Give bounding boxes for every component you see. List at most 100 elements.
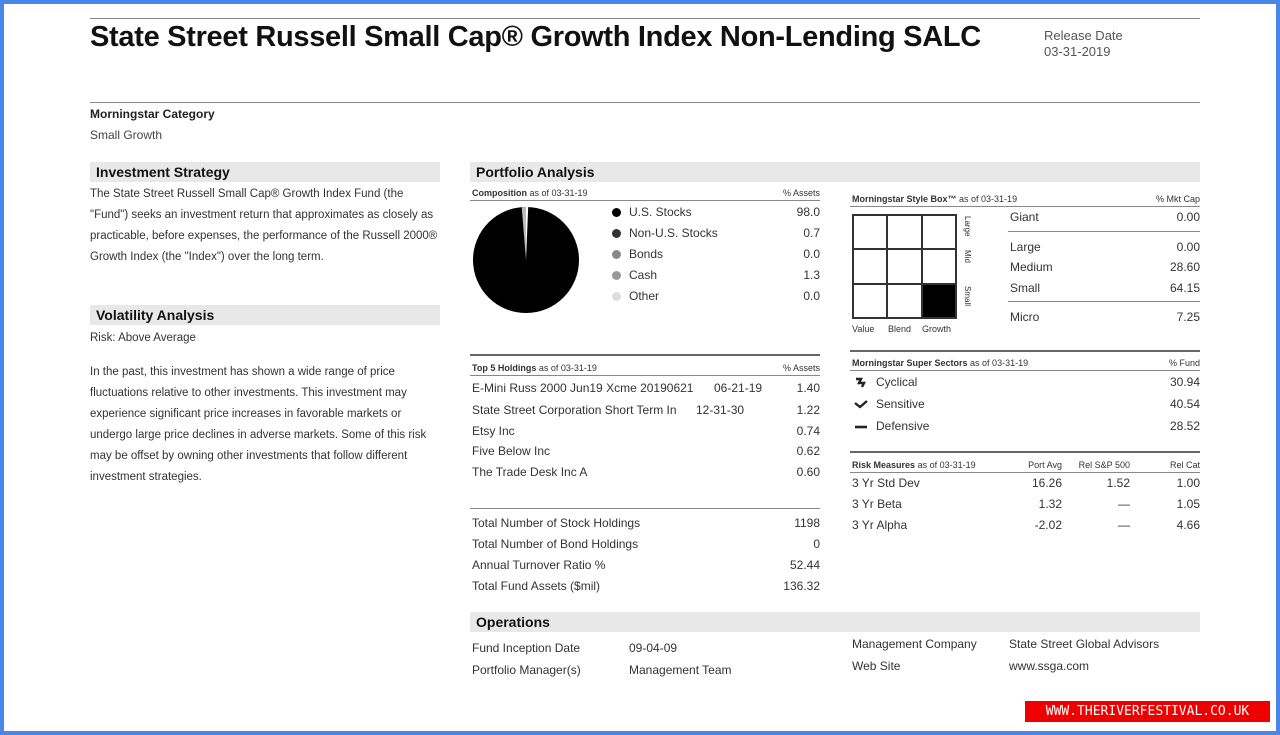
cap-name: Large [1010, 240, 1041, 254]
total-label: Total Number of Stock Holdings [472, 516, 641, 530]
style-cell-small-blend [887, 283, 922, 318]
investment-strategy-text: The State Street Russell Small Cap® Grow… [90, 188, 438, 263]
composition-dot-icon [612, 208, 621, 218]
style-x-label-value: Value [852, 324, 875, 334]
composition-item-name: Other [629, 289, 660, 303]
style-y-label-mid: Mid [963, 250, 972, 263]
holdings-asof: as of 03-31-19 [538, 363, 597, 373]
category-label: Morningstar Category [90, 107, 215, 121]
style-x-label-blend: Blend [888, 324, 912, 334]
super-sectors-label: Morningstar Super Sectors [852, 358, 968, 368]
composition-asof: as of 03-31-19 [529, 188, 588, 198]
style-cell-large-value [853, 215, 888, 250]
composition-rule [470, 200, 820, 201]
holdings-top-rule [470, 354, 820, 356]
sector-value: 40.54 [1169, 397, 1200, 411]
style-x-label-growth: Growth [922, 324, 952, 334]
portfolio-analysis-heading: Portfolio Analysis [470, 162, 1200, 182]
category-value: Small Growth [90, 128, 163, 142]
super-sectors-title: Morningstar Super Sectors as of 03-31-19 [852, 358, 1028, 368]
risk-port: 16.26 [1031, 476, 1062, 490]
sensitive-icon [854, 399, 868, 409]
cap-name: Medium [1010, 260, 1053, 274]
sector-value: 30.94 [1169, 375, 1200, 389]
header-rule [90, 102, 1200, 103]
risk-relsp: — [1118, 518, 1130, 532]
risk-relcat: 1.00 [1176, 476, 1200, 490]
super-sectors-col-header: % Fund [1168, 358, 1200, 368]
composition-dot-icon [612, 229, 621, 239]
composition-item: U.S. Stocks [612, 202, 692, 222]
holdings-rule [470, 375, 820, 376]
holding-name: Etsy Inc [472, 424, 515, 438]
cap-name: Micro [1010, 310, 1040, 324]
website-link[interactable]: www.ssga.com [1009, 659, 1090, 673]
sector-value: 28.52 [1169, 419, 1200, 433]
sector-row: Cyclical [854, 372, 917, 392]
risk-asof: as of 03-31-19 [917, 460, 976, 470]
composition-item-name: Bonds [629, 247, 664, 261]
page-title: State Street Russell Small Cap® Growth I… [90, 21, 981, 53]
total-value: 1198 [794, 516, 820, 530]
totals-rule [470, 508, 820, 509]
risk-top-rule [850, 451, 1200, 453]
risk-row-name: 3 Yr Beta [852, 497, 902, 511]
volatility-risk: Risk: Above Average [90, 332, 196, 344]
operations-value: 09-04-09 [629, 641, 678, 655]
total-value: 0 [813, 537, 820, 551]
risk-label: Risk Measures [852, 460, 916, 470]
holding-value: 1.22 [796, 403, 820, 417]
super-sectors-rule [850, 370, 1200, 371]
risk-row-name: 3 Yr Alpha [852, 518, 908, 532]
holdings-title: Top 5 Holdings as of 03-31-19 [472, 363, 597, 373]
release-date-block: Release Date 03-31-2019 [1044, 28, 1123, 60]
risk-relcat: 1.05 [1176, 497, 1200, 511]
cap-value: 28.60 [1169, 260, 1200, 274]
style-cell-small-growth [921, 283, 956, 318]
holding-value: 0.60 [796, 465, 820, 479]
composition-col-header: % Assets [782, 188, 820, 198]
operations-label: Portfolio Manager(s) [472, 663, 581, 677]
cap-name: Giant [1010, 210, 1039, 224]
volatility-heading: Volatility Analysis [90, 305, 440, 325]
super-sectors-top-rule [850, 350, 1200, 352]
operations-label: Web Site [852, 659, 901, 673]
holding-value: 0.74 [796, 424, 820, 438]
style-box-grid [852, 214, 957, 319]
holding-name: The Trade Desk Inc A [472, 465, 588, 479]
risk-port: -2.02 [1034, 518, 1062, 532]
operations-value: State Street Global Advisors [1009, 637, 1160, 651]
risk-col-relsp: Rel S&P 500 [1078, 460, 1130, 470]
total-label: Total Fund Assets ($mil) [472, 579, 601, 593]
style-box-asof: as of 03-31-19 [959, 194, 1018, 204]
defensive-icon [855, 425, 867, 429]
composition-item-value: 1.3 [803, 268, 820, 282]
composition-item-value: 0.7 [803, 226, 820, 240]
cap-rule [1008, 231, 1200, 232]
risk-title: Risk Measures as of 03-31-19 [852, 460, 976, 470]
holdings-col-header: % Assets [782, 363, 820, 373]
style-cell-mid-value [853, 249, 888, 284]
style-cell-large-blend [887, 215, 922, 250]
composition-item-name: U.S. Stocks [629, 205, 692, 219]
composition-item-name: Non-U.S. Stocks [629, 226, 718, 240]
operations-heading: Operations [470, 612, 1200, 632]
total-value: 136.32 [783, 579, 820, 593]
style-cell-mid-blend [887, 249, 922, 284]
holdings-label: Top 5 Holdings [472, 363, 537, 373]
cap-rule [1008, 301, 1200, 302]
composition-item: Bonds [612, 244, 663, 264]
risk-relsp: 1.52 [1106, 476, 1130, 490]
style-y-label-large: Large [963, 216, 972, 237]
style-cell-large-growth [921, 215, 956, 250]
holding-value: 1.40 [796, 381, 820, 395]
holding-date: 06-21-19 [714, 381, 763, 395]
cyclical-icon [856, 377, 866, 388]
risk-rule [850, 472, 1200, 473]
risk-col-relcat: Rel Cat [1169, 460, 1200, 470]
volatility-text: In the past, this investment has shown a… [90, 366, 427, 483]
pie-slice-non-us [526, 207, 529, 260]
top-rule [90, 18, 1200, 19]
risk-row-name: 3 Yr Std Dev [852, 476, 920, 490]
composition-item: Non-U.S. Stocks [612, 223, 718, 243]
